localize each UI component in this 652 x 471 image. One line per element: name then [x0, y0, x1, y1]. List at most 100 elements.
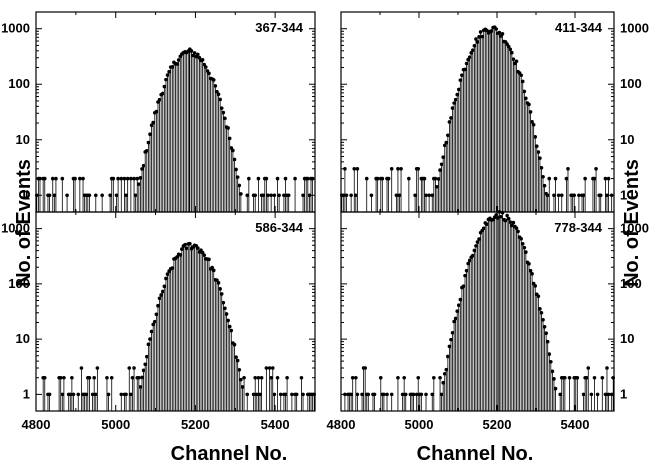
data-point: [594, 166, 598, 171]
data-point: [227, 136, 232, 141]
data-point: [216, 92, 221, 97]
data-point: [162, 284, 167, 289]
data-point: [475, 240, 480, 244]
data-point: [301, 392, 305, 397]
data-point: [352, 166, 357, 171]
data-point: [129, 176, 133, 181]
data-point: [145, 149, 149, 153]
data-point: [419, 392, 424, 397]
data-point: [611, 375, 616, 380]
data-point: [124, 392, 128, 397]
data-point: [458, 78, 463, 82]
data-point: [567, 375, 572, 380]
data-point: [536, 294, 541, 299]
data-point: [189, 49, 194, 53]
data-point: [592, 375, 597, 380]
data-point: [180, 247, 184, 251]
data-point: [519, 236, 523, 241]
data-point: [65, 193, 69, 198]
panel-title: 778-344: [554, 220, 602, 235]
data-point: [149, 123, 154, 128]
data-point: [545, 193, 550, 198]
data-point: [111, 176, 116, 181]
data-point: [481, 226, 486, 231]
data-point: [446, 133, 450, 138]
data-point: [477, 35, 481, 39]
data-point: [549, 359, 553, 364]
data-point: [47, 193, 52, 198]
data-point: [497, 210, 502, 214]
data-point: [219, 292, 224, 296]
data-point: [600, 375, 605, 380]
data-point: [227, 324, 232, 329]
data-point: [224, 312, 229, 316]
data-point: [453, 316, 458, 321]
data-point: [54, 176, 58, 181]
data-point: [433, 176, 438, 181]
data-point: [211, 78, 216, 82]
y-tick-label: 100: [8, 76, 30, 91]
data-point: [34, 193, 39, 198]
data-point: [151, 322, 155, 327]
data-point: [226, 318, 230, 323]
data-point: [609, 392, 614, 397]
data-point: [50, 176, 55, 181]
y-tick-label: 1: [23, 187, 30, 202]
data-point: [215, 278, 219, 282]
data-point: [461, 284, 466, 288]
data-point: [519, 73, 523, 78]
data-point: [184, 246, 189, 251]
data-point: [552, 193, 556, 198]
data-point: [455, 309, 460, 313]
data-point: [108, 193, 112, 198]
data-point: [520, 241, 525, 246]
data-point: [389, 166, 394, 171]
data-point: [541, 174, 545, 179]
data-point: [247, 176, 251, 181]
data-point: [442, 371, 447, 376]
data-point: [530, 120, 534, 124]
data-point: [343, 166, 347, 171]
data-point: [105, 375, 109, 380]
data-point: [581, 392, 586, 397]
data-point: [42, 375, 47, 380]
data-point: [430, 193, 435, 198]
data-point: [278, 392, 283, 397]
data-point: [84, 392, 89, 397]
data-point: [210, 265, 214, 270]
x-tick-label: 5000: [101, 417, 130, 432]
data-point: [403, 392, 408, 397]
data-point: [266, 193, 270, 198]
data-point: [219, 106, 224, 110]
data-point: [453, 97, 458, 102]
data-point: [60, 176, 65, 181]
data-point: [577, 193, 581, 198]
data-point: [439, 392, 444, 397]
data-point: [397, 193, 402, 198]
x-tick-label: 5400: [561, 417, 590, 432]
y-tick-label: 1: [620, 187, 627, 202]
data-point: [229, 328, 234, 333]
data-point: [146, 342, 151, 347]
data-point: [162, 84, 167, 89]
data-point: [592, 176, 597, 181]
data-point: [399, 166, 403, 171]
x-tick-label: 5000: [405, 417, 434, 432]
data-point: [299, 375, 304, 380]
data-point: [253, 375, 258, 380]
data-point: [129, 392, 133, 397]
data-point: [606, 392, 611, 397]
data-point: [382, 392, 386, 397]
data-point: [545, 339, 550, 344]
data-point: [106, 392, 111, 397]
x-axis-title-right: Channel No.: [417, 443, 534, 465]
data-point: [467, 55, 472, 59]
data-point: [245, 392, 250, 397]
data-point: [396, 375, 400, 380]
data-point: [159, 293, 163, 297]
panel-title: 367-344: [255, 20, 303, 35]
data-point: [231, 148, 235, 153]
data-point: [552, 377, 556, 381]
series-points: [343, 210, 616, 411]
data-point: [261, 193, 265, 198]
